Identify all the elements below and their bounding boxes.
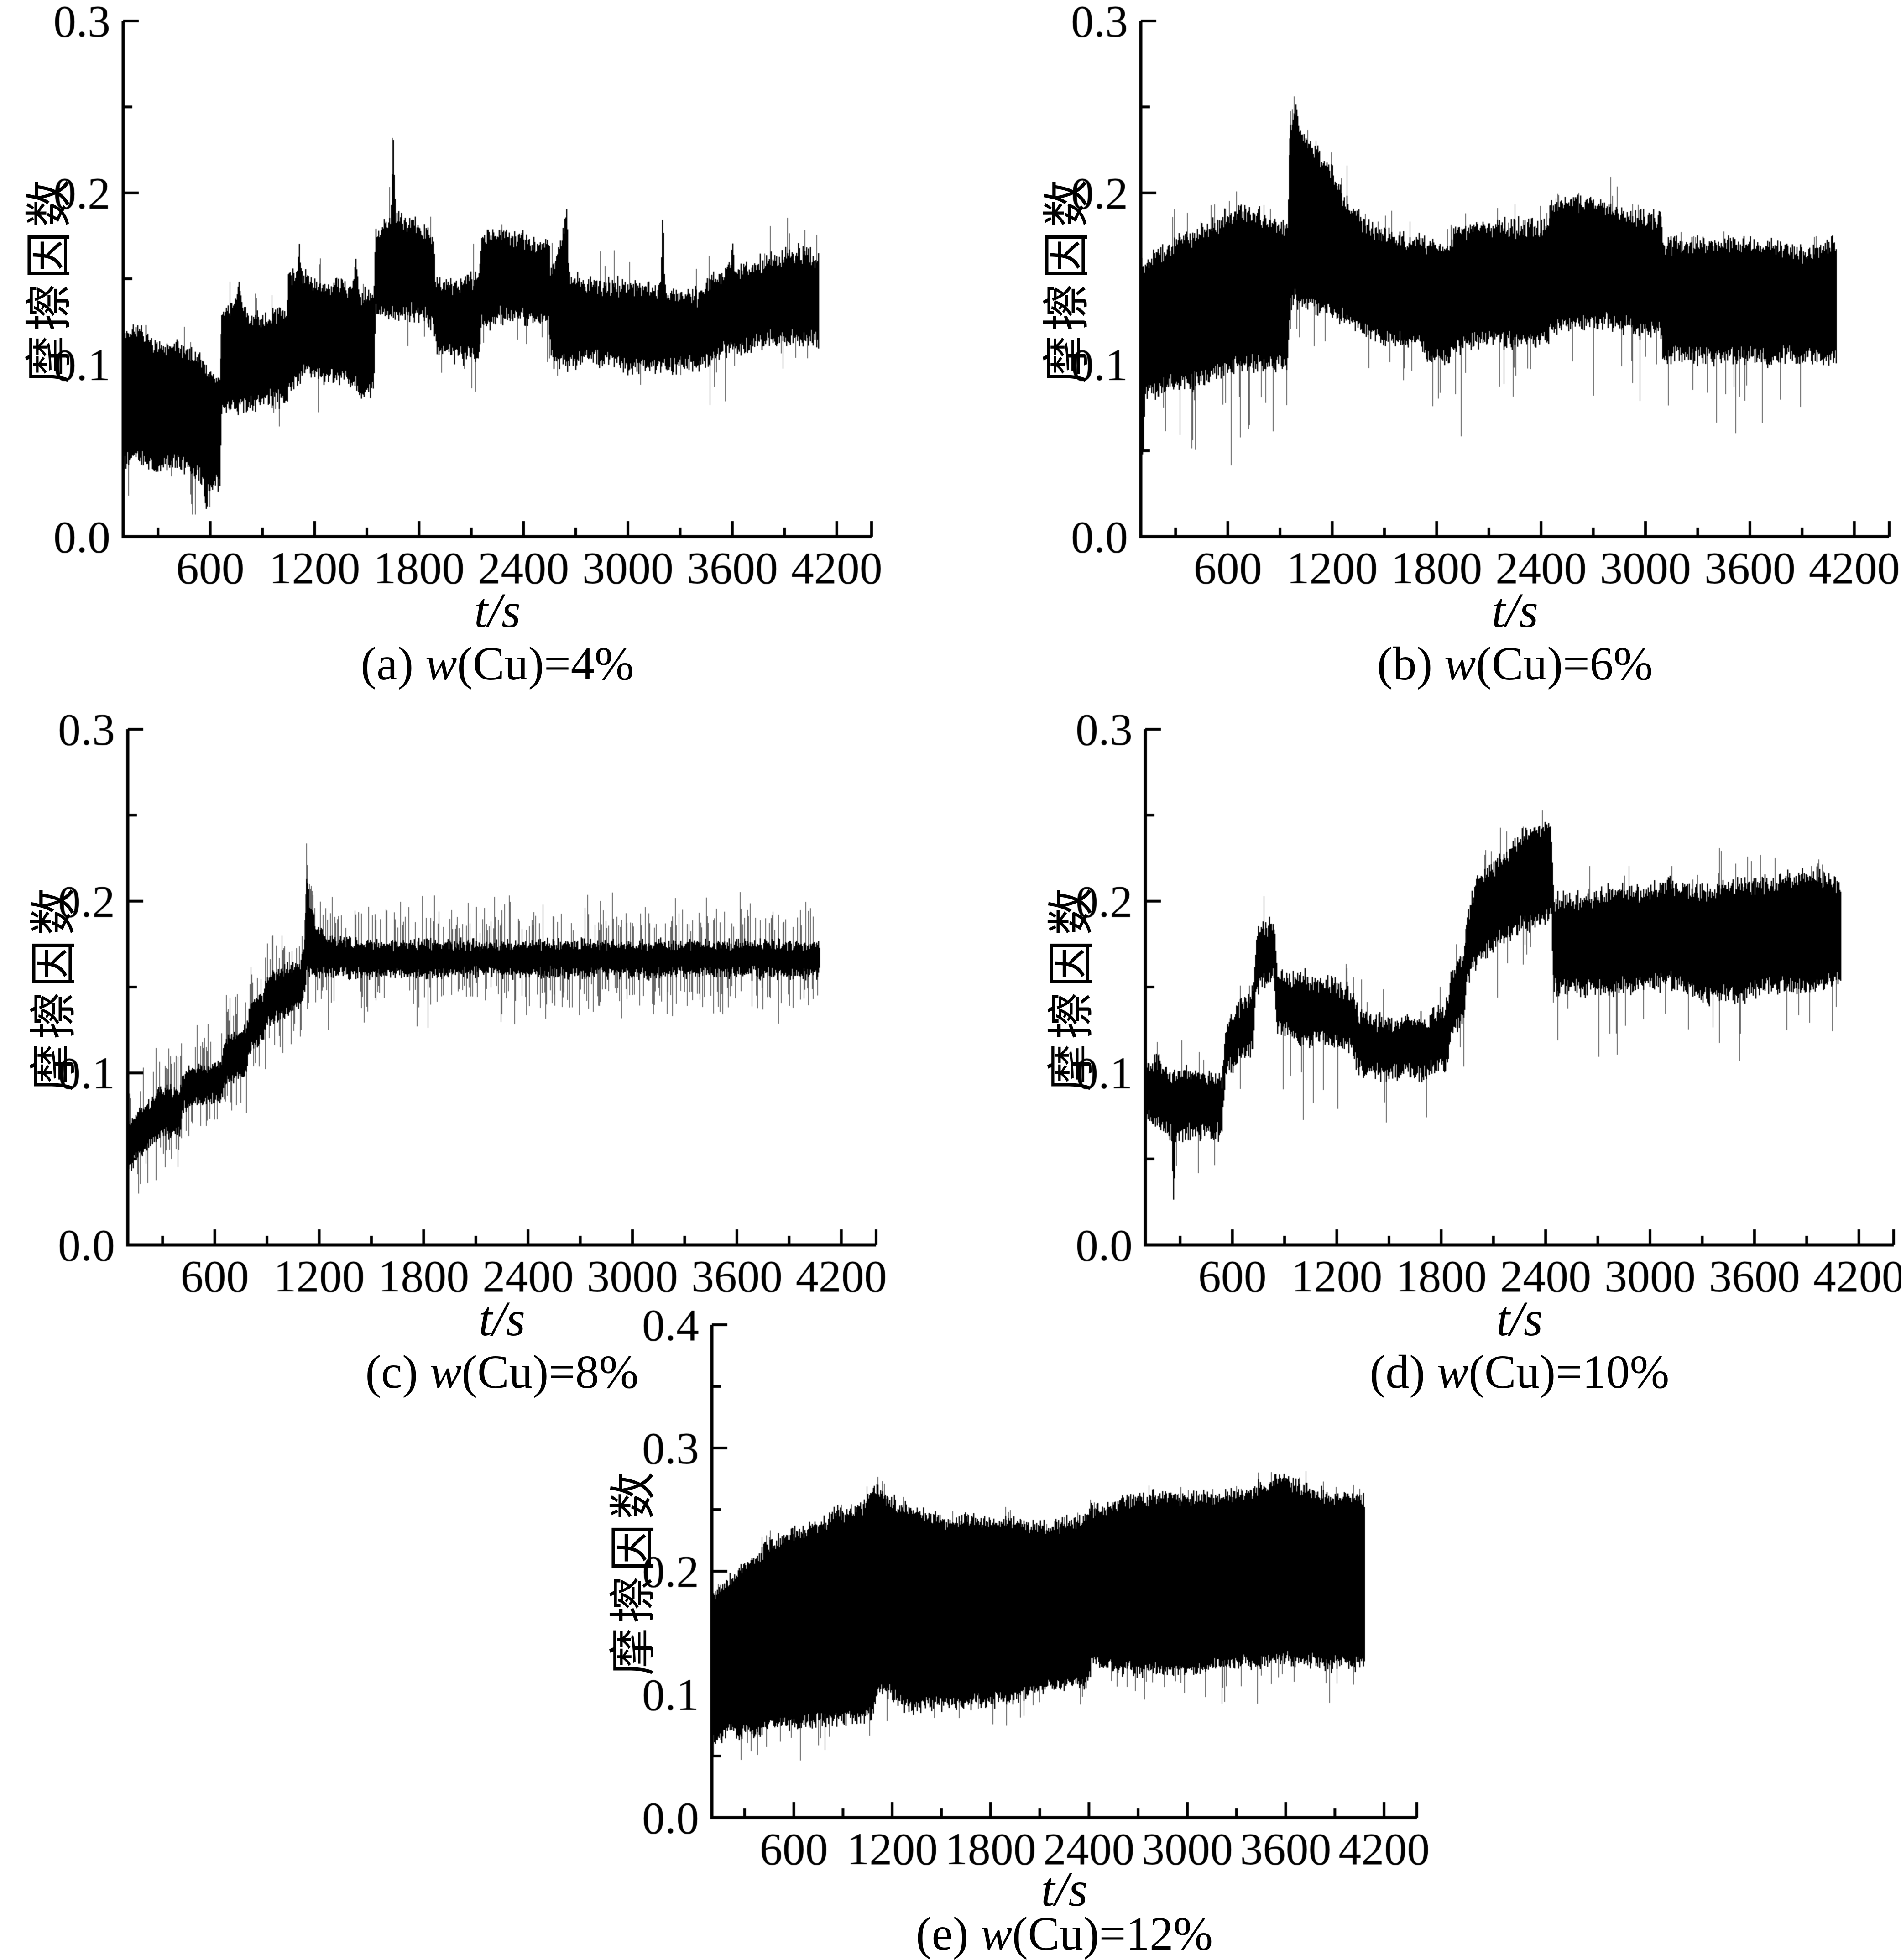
caption-e-post: (Cu)=12% — [1012, 1908, 1213, 1960]
plot-canvas-a — [9, 4, 899, 610]
x-axis-title-c: t/s — [478, 1292, 526, 1346]
y-axis-title-a: 摩擦因数 — [17, 21, 76, 537]
caption-b-symbol: w — [1444, 638, 1476, 690]
caption-d-post: (Cu)=10% — [1468, 1346, 1670, 1398]
plot-canvas-d — [1031, 712, 1901, 1318]
plot-canvas-c — [14, 712, 903, 1318]
y-axis-title-b: 摩擦因数 — [1035, 21, 1094, 537]
y-axis-title-text-c: 摩擦因数 — [28, 883, 81, 1092]
y-axis-title-text-b: 摩擦因数 — [1041, 174, 1094, 383]
y-axis-title-d: 摩擦因数 — [1039, 729, 1098, 1245]
plot-canvas-b — [1027, 4, 1901, 610]
caption-a-post: (Cu)=4% — [457, 638, 634, 690]
x-axis-title-d: t/s — [1496, 1292, 1543, 1346]
x-axis-title-b: t/s — [1491, 584, 1539, 638]
caption-e-pre: (e) — [916, 1908, 981, 1960]
y-axis-title-text-d: 摩擦因数 — [1045, 883, 1098, 1092]
y-axis-title-c: 摩擦因数 — [22, 729, 81, 1245]
y-axis-title-text-e: 摩擦因数 — [607, 1467, 660, 1676]
panel-e: 摩擦因数 t/s (e) w(Cu)=12% — [580, 1307, 1469, 1959]
plot-canvas-e — [580, 1307, 1469, 1879]
caption-b-post: (Cu)=6% — [1476, 638, 1653, 690]
caption-c-symbol: w — [430, 1346, 462, 1398]
caption-b: (b) w(Cu)=6% — [1141, 639, 1889, 689]
x-axis-title-e: t/s — [1041, 1862, 1088, 1917]
y-axis-title-text-a: 摩擦因数 — [23, 174, 76, 383]
y-axis-title-e: 摩擦因数 — [601, 1325, 660, 1818]
caption-a-pre: (a) — [360, 638, 426, 690]
panel-c: 摩擦因数 t/s (c) w(Cu)=8% — [14, 712, 903, 1415]
caption-a: (a) w(Cu)=4% — [123, 639, 872, 689]
caption-e: (e) w(Cu)=12% — [712, 1909, 1417, 1959]
caption-e-symbol: w — [980, 1908, 1012, 1960]
x-axis-title-a: t/s — [474, 584, 521, 638]
panel-a: 摩擦因数 t/s (a) w(Cu)=4% — [9, 4, 899, 706]
caption-a-symbol: w — [425, 638, 457, 690]
panel-b: 摩擦因数 t/s (b) w(Cu)=6% — [1027, 4, 1901, 706]
caption-b-pre: (b) — [1377, 638, 1444, 690]
caption-c-pre: (c) — [365, 1346, 430, 1398]
